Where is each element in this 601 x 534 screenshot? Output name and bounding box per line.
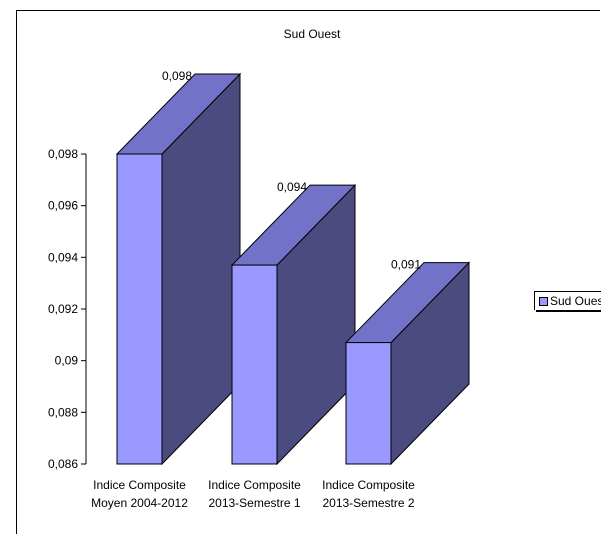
y-tick-label: 0,086 — [48, 457, 78, 471]
x-tick-label: 2013-Semestre 1 — [208, 496, 300, 510]
data-label: 0,091 — [391, 258, 421, 272]
bars: 0,098 0,094 0,091 — [115, 69, 471, 466]
x-axis-labels: Indice Composite Moyen 2004-2012 Indice Co… — [91, 478, 415, 510]
x-tick-label: Moyen 2004-2012 — [91, 496, 188, 510]
bar-front-face — [345, 342, 392, 465]
bar: 0,098 — [115, 69, 242, 466]
legend: Sud Ouest — [534, 291, 601, 310]
bar: 0,094 — [230, 180, 357, 466]
chart-frame — [16, 10, 600, 534]
bar-front-face — [116, 153, 163, 465]
x-tick-label: 2013-Semestre 2 — [322, 496, 414, 510]
x-tick-label: Indice Composite — [208, 478, 301, 492]
y-tick-label: 0,096 — [48, 199, 78, 213]
legend-label: Sud Ouest — [550, 294, 601, 308]
data-label: 0,098 — [162, 69, 192, 83]
legend-swatch — [539, 296, 548, 306]
x-tick-label: Indice Composite — [322, 478, 415, 492]
y-tick-label: 0,098 — [48, 147, 78, 161]
chart-title: Sud Ouest — [284, 27, 341, 41]
y-axis: 0,086 0,088 0,09 0,092 0,094 0,096 0,098 — [48, 147, 86, 471]
y-tick-label: 0,092 — [48, 302, 78, 316]
y-tick-label: 0,09 — [55, 354, 79, 368]
x-tick-label: Indice Composite — [93, 478, 186, 492]
bar-front-face — [231, 264, 278, 465]
bar: 0,091 — [344, 258, 471, 466]
data-label: 0,094 — [277, 180, 307, 194]
y-tick-label: 0,088 — [48, 405, 78, 419]
y-tick-label: 0,094 — [48, 250, 78, 264]
